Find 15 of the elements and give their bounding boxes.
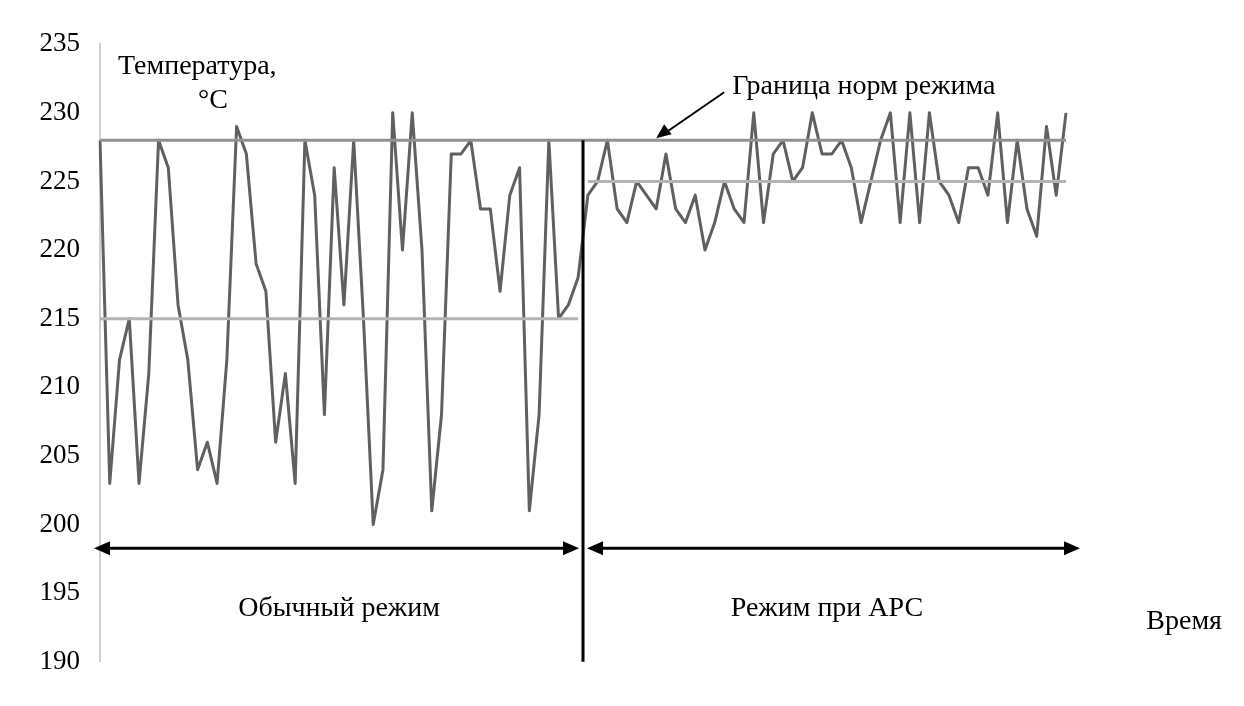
y-axis-title: Температура, °C — [118, 48, 277, 114]
y-tick-label: 205 — [39, 439, 80, 470]
text: Время — [1146, 604, 1223, 636]
y-tick-label: 220 — [39, 233, 80, 264]
annotation: Граница норм режима — [732, 68, 996, 100]
annotation: Обычный режим — [238, 590, 441, 622]
y-tick-label: 200 — [39, 507, 80, 538]
y-tick-label: 225 — [39, 164, 80, 195]
annotation: Режим при АРС — [730, 590, 924, 622]
y-tick-label: 235 — [39, 27, 80, 58]
y-tick-label: 195 — [39, 576, 80, 607]
y-tick-label: 190 — [39, 644, 80, 675]
y-tick-label: 230 — [39, 95, 80, 126]
y-tick-label: 210 — [39, 370, 80, 401]
y-tick-label: 215 — [39, 301, 80, 332]
